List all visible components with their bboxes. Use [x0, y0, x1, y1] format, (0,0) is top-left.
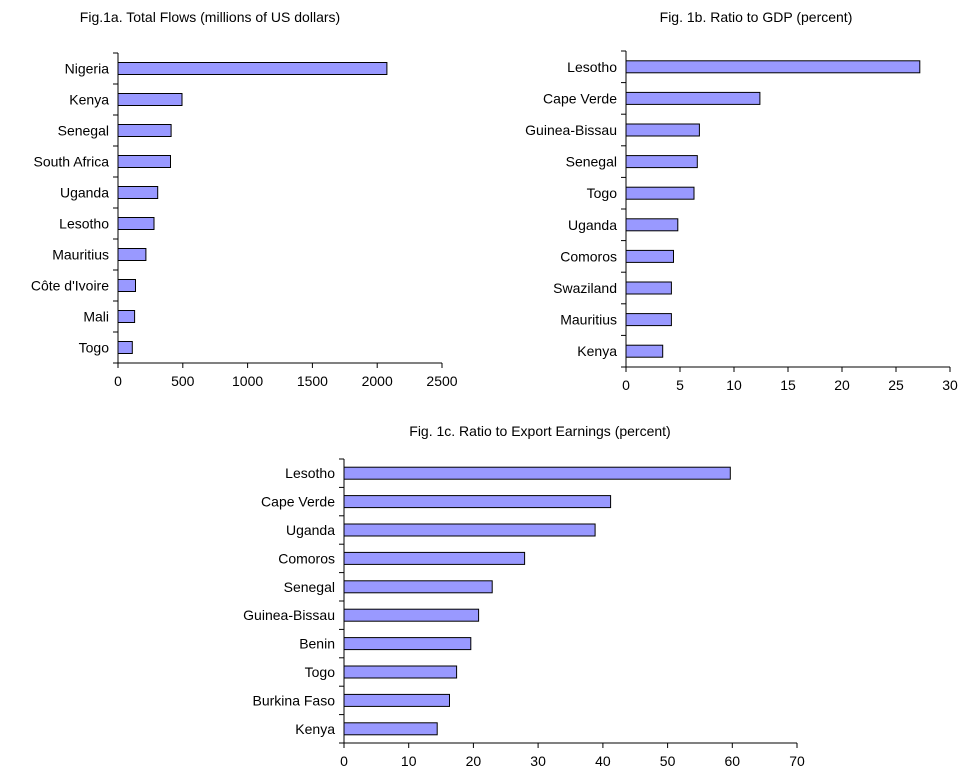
fig1a-chart: Fig.1a. Total Flows (millions of US doll… — [31, 9, 458, 389]
category-label: Uganda — [60, 185, 109, 201]
bar-guinea-bissau — [625, 123, 700, 137]
category-label: Senegal — [284, 579, 335, 595]
bar-benin — [343, 637, 472, 651]
category-label: Togo — [79, 340, 110, 356]
x-tick-label: 1500 — [297, 373, 328, 389]
x-tick-label: 1000 — [232, 373, 263, 389]
x-tick-label: 15 — [780, 377, 796, 393]
category-label: Mauritius — [560, 312, 617, 328]
category-label: Kenya — [69, 92, 109, 108]
bar-lesotho — [625, 60, 921, 74]
category-label: Nigeria — [65, 61, 110, 77]
chart-title: Fig. 1c. Ratio to Export Earnings (perce… — [409, 423, 670, 439]
x-tick-label: 5 — [676, 377, 684, 393]
category-label: Lesotho — [285, 465, 335, 481]
x-tick-label: 20 — [466, 753, 482, 769]
bar-comoros — [625, 249, 674, 263]
x-tick-label: 40 — [595, 753, 611, 769]
bar-kenya — [117, 93, 183, 106]
x-tick-label: 25 — [888, 377, 904, 393]
x-tick-label: 0 — [114, 373, 122, 389]
fig1b-chart: Fig. 1b. Ratio to GDP (percent) Lesotho Ca… — [525, 9, 958, 393]
category-label: Guinea-Bissau — [243, 607, 335, 623]
x-tick-label: 2500 — [426, 373, 457, 389]
bar-togo — [625, 186, 695, 200]
category-label: Comoros — [278, 550, 335, 566]
category-label: Mali — [83, 309, 109, 325]
category-label: Lesotho — [567, 59, 617, 75]
category-label: Kenya — [295, 721, 335, 737]
x-tick-label: 2000 — [362, 373, 393, 389]
x-tick-label: 0 — [622, 377, 630, 393]
category-label: Benin — [299, 636, 335, 652]
bar-swaziland — [625, 281, 672, 295]
category-label: Senegal — [58, 123, 109, 139]
bar-uganda — [625, 218, 679, 232]
bar-mauritius — [625, 313, 672, 327]
x-tick-label: 30 — [530, 753, 546, 769]
category-label: Swaziland — [553, 280, 617, 296]
bar-lesotho — [117, 217, 155, 230]
bar-togo — [343, 665, 458, 679]
bar-uganda — [343, 523, 596, 537]
bar-burkina-faso — [343, 693, 450, 707]
x-tick-label: 30 — [942, 377, 958, 393]
bar-cape-verde — [343, 495, 612, 509]
category-label: Burkina Faso — [253, 692, 336, 708]
bar-south-africa — [117, 155, 171, 168]
bar-c-te-d-ivoire — [117, 279, 136, 292]
category-label: Uganda — [286, 522, 335, 538]
bar-uganda — [117, 186, 159, 199]
category-label: Côte d'Ivoire — [31, 278, 109, 294]
bar-guinea-bissau — [343, 608, 480, 622]
bar-togo — [117, 341, 133, 354]
bar-mali — [117, 310, 136, 323]
bar-nigeria — [117, 62, 388, 75]
bar-kenya — [625, 344, 664, 358]
category-label: Cape Verde — [261, 494, 335, 510]
chart-title: Fig.1a. Total Flows (millions of US doll… — [80, 9, 340, 25]
category-label: Mauritius — [52, 247, 109, 263]
category-label: South Africa — [34, 154, 110, 170]
category-label: Uganda — [568, 217, 617, 233]
bar-cape-verde — [625, 91, 761, 105]
category-label: Cape Verde — [543, 90, 617, 106]
category-label: Senegal — [566, 154, 617, 170]
bar-comoros — [343, 551, 526, 565]
bar-senegal — [625, 155, 698, 169]
fig1c-chart: Fig. 1c. Ratio to Export Earnings (perce… — [243, 423, 805, 769]
category-label: Kenya — [577, 343, 617, 359]
x-tick-label: 70 — [789, 753, 805, 769]
category-label: Comoros — [560, 248, 617, 264]
category-label: Togo — [587, 185, 618, 201]
category-label: Guinea-Bissau — [525, 122, 617, 138]
chart-title: Fig. 1b. Ratio to GDP (percent) — [660, 9, 853, 25]
bar-senegal — [343, 580, 493, 594]
x-tick-label: 20 — [834, 377, 850, 393]
bar-mauritius — [117, 248, 147, 261]
x-tick-label: 60 — [725, 753, 741, 769]
x-tick-label: 50 — [660, 753, 676, 769]
bar-lesotho — [343, 466, 731, 480]
x-tick-label: 500 — [171, 373, 195, 389]
x-tick-label: 10 — [401, 753, 417, 769]
category-label: Lesotho — [59, 216, 109, 232]
x-tick-label: 0 — [340, 753, 348, 769]
x-tick-label: 10 — [726, 377, 742, 393]
bar-senegal — [117, 124, 172, 137]
category-label: Togo — [305, 664, 336, 680]
bar-kenya — [343, 722, 438, 736]
